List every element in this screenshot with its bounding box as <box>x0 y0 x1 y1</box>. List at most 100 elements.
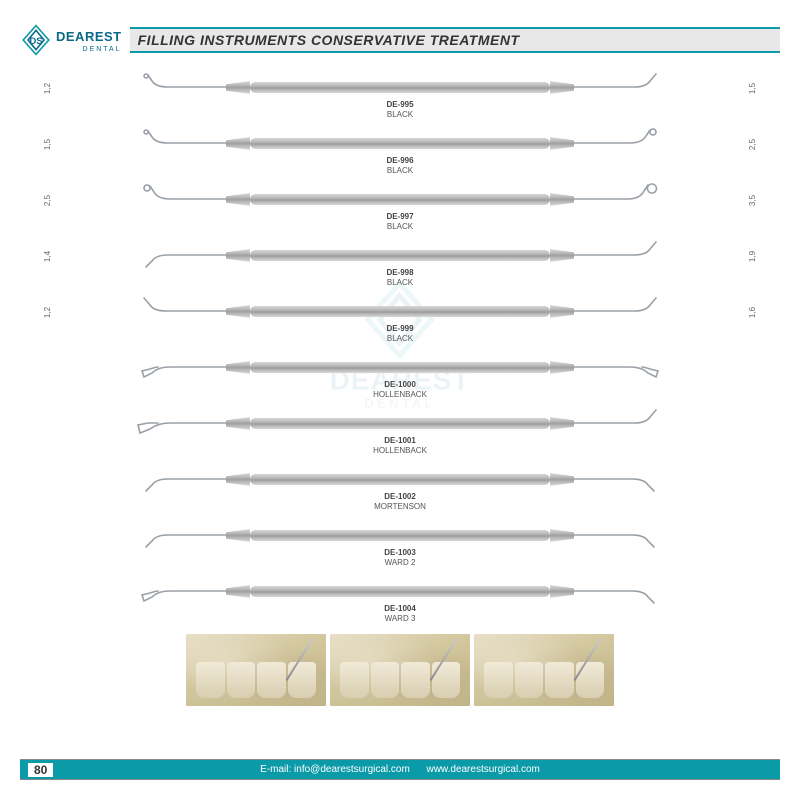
instrument-row: 1,52,5DE-996BLACK <box>60 126 740 182</box>
instrument-code: DE-999 <box>386 324 413 334</box>
size-left: 1,2 <box>43 307 52 318</box>
handle <box>250 306 550 317</box>
page-title: FILLING INSTRUMENTS CONSERVATIVE TREATME… <box>130 27 780 53</box>
instrument-label: DE-999BLACK <box>386 324 413 343</box>
tip-right <box>570 479 660 481</box>
instrument-name: MORTENSON <box>374 502 426 512</box>
instrument-label: DE-997BLACK <box>386 212 413 231</box>
tip-right <box>570 535 660 537</box>
instrument-code: DE-995 <box>386 100 413 110</box>
size-left: 1,5 <box>43 139 52 150</box>
size-left: 2,5 <box>43 195 52 206</box>
instrument-name: HOLLENBACK <box>373 390 427 400</box>
demo-photo <box>474 634 614 706</box>
handle <box>250 194 550 205</box>
instrument-name: BLACK <box>386 166 413 176</box>
demo-photos <box>20 634 780 706</box>
instrument-name: BLACK <box>386 334 413 344</box>
instrument-code: DE-996 <box>386 156 413 166</box>
instrument-code: DE-1000 <box>373 380 427 390</box>
tip-left <box>140 143 230 145</box>
instrument-name: BLACK <box>386 278 413 288</box>
tip-right <box>570 591 660 593</box>
page-number: 80 <box>28 763 53 777</box>
footer-web: www.dearestsurgical.com <box>426 764 539 775</box>
size-right: 3,5 <box>748 195 757 206</box>
size-right: 1,6 <box>748 307 757 318</box>
instrument-label: DE-1001HOLLENBACK <box>373 436 427 455</box>
handle <box>250 474 550 485</box>
instrument <box>140 302 660 322</box>
instrument-catalog: DEAREST DENTAL 1,21,5DE-995BLACK1,52,5DE… <box>20 60 780 630</box>
instrument-row: DE-1004WARD 3 <box>60 574 740 630</box>
handle <box>250 418 550 429</box>
brand-sub: DENTAL <box>56 46 122 53</box>
size-left: 1,4 <box>43 251 52 262</box>
instrument-code: DE-997 <box>386 212 413 222</box>
instrument <box>140 190 660 210</box>
instrument-label: DE-1000HOLLENBACK <box>373 380 427 399</box>
instrument <box>140 470 660 490</box>
page-footer: E-mail: info@dearestsurgical.com www.dea… <box>20 759 780 780</box>
instrument-code: DE-1003 <box>384 548 416 558</box>
instrument <box>140 582 660 602</box>
instrument-row: DE-1003WARD 2 <box>60 518 740 574</box>
tip-right <box>570 255 660 257</box>
instrument-code: DE-1001 <box>373 436 427 446</box>
instrument-code: DE-1002 <box>374 492 426 502</box>
instrument-row: 1,21,5DE-995BLACK <box>60 70 740 126</box>
instrument-row: DE-1000HOLLENBACK <box>60 350 740 406</box>
instrument-name: WARD 2 <box>384 558 416 568</box>
brand-logo: DS DEAREST DENTAL <box>20 24 122 56</box>
catalog-page: DS DEAREST DENTAL FILLING INSTRUMENTS CO… <box>20 20 780 780</box>
tip-left <box>140 311 230 313</box>
handle <box>250 138 550 149</box>
tip-left <box>140 423 230 425</box>
instrument <box>140 414 660 434</box>
instrument-label: DE-998BLACK <box>386 268 413 287</box>
handle <box>250 530 550 541</box>
instrument-label: DE-995BLACK <box>386 100 413 119</box>
tip-left <box>140 535 230 537</box>
instrument <box>140 358 660 378</box>
tip-left <box>140 591 230 593</box>
footer-email: info@dearestsurgical.com <box>294 764 410 775</box>
svg-text:DS: DS <box>29 36 43 47</box>
instrument <box>140 134 660 154</box>
instrument-name: HOLLENBACK <box>373 446 427 456</box>
instrument-row: 1,41,9DE-998BLACK <box>60 238 740 294</box>
instrument-code: DE-998 <box>386 268 413 278</box>
size-left: 1,2 <box>43 83 52 94</box>
tip-left <box>140 87 230 89</box>
logo-diamond-icon: DS <box>20 24 52 56</box>
footer-contact: E-mail: info@dearestsurgical.com www.dea… <box>20 759 780 780</box>
tip-left <box>140 199 230 201</box>
tip-right <box>570 143 660 145</box>
instrument-name: BLACK <box>386 222 413 232</box>
instrument-row: DE-1001HOLLENBACK <box>60 406 740 462</box>
instrument-row: DE-1002MORTENSON <box>60 462 740 518</box>
tip-right <box>570 367 660 369</box>
demo-photo <box>330 634 470 706</box>
tip-left <box>140 367 230 369</box>
instrument-name: BLACK <box>386 110 413 120</box>
instrument-label: DE-1004WARD 3 <box>384 604 416 623</box>
instrument-row: 1,21,6DE-999BLACK <box>60 294 740 350</box>
instrument-row: 2,53,5DE-997BLACK <box>60 182 740 238</box>
instrument-label: DE-1002MORTENSON <box>374 492 426 511</box>
instrument-label: DE-996BLACK <box>386 156 413 175</box>
tip-left <box>140 255 230 257</box>
handle <box>250 82 550 93</box>
instrument <box>140 78 660 98</box>
handle <box>250 250 550 261</box>
instrument-label: DE-1003WARD 2 <box>384 548 416 567</box>
footer-email-label: E-mail: <box>260 764 291 775</box>
brand-name: DEAREST <box>56 29 122 44</box>
tip-right <box>570 199 660 201</box>
size-right: 1,9 <box>748 251 757 262</box>
tip-right <box>570 423 660 425</box>
demo-photo <box>186 634 326 706</box>
instrument <box>140 526 660 546</box>
instrument-code: DE-1004 <box>384 604 416 614</box>
page-header: DS DEAREST DENTAL FILLING INSTRUMENTS CO… <box>20 20 780 60</box>
